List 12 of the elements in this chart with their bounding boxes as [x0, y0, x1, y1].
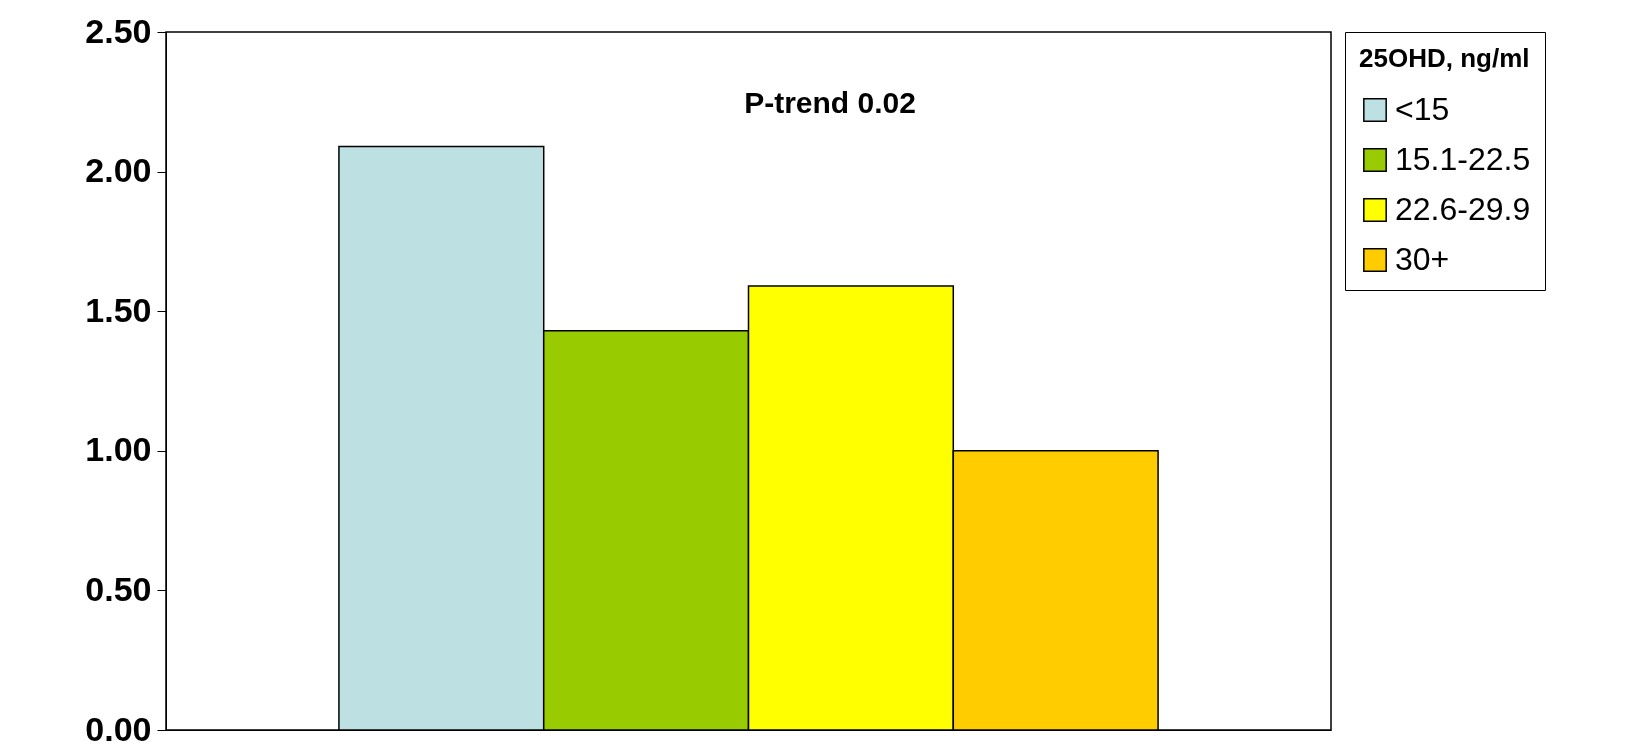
annotation: P-trend 0.02	[744, 86, 916, 119]
legend-label: <15	[1395, 91, 1450, 127]
y-tick-label: 0.00	[85, 709, 152, 748]
y-tick-label: 2.50	[85, 11, 152, 50]
y-tick-label: 1.00	[85, 430, 152, 469]
legend-label: 22.6-29.9	[1395, 191, 1531, 227]
legend-label: 30+	[1395, 241, 1450, 277]
y-tick-label: 2.00	[85, 151, 152, 190]
legend-title: 25OHD, ng/ml	[1359, 43, 1530, 73]
y-tick-label: 0.50	[85, 569, 152, 608]
y-tick-label: 1.50	[85, 290, 152, 329]
legend-label: 15.1-22.5	[1395, 141, 1531, 177]
